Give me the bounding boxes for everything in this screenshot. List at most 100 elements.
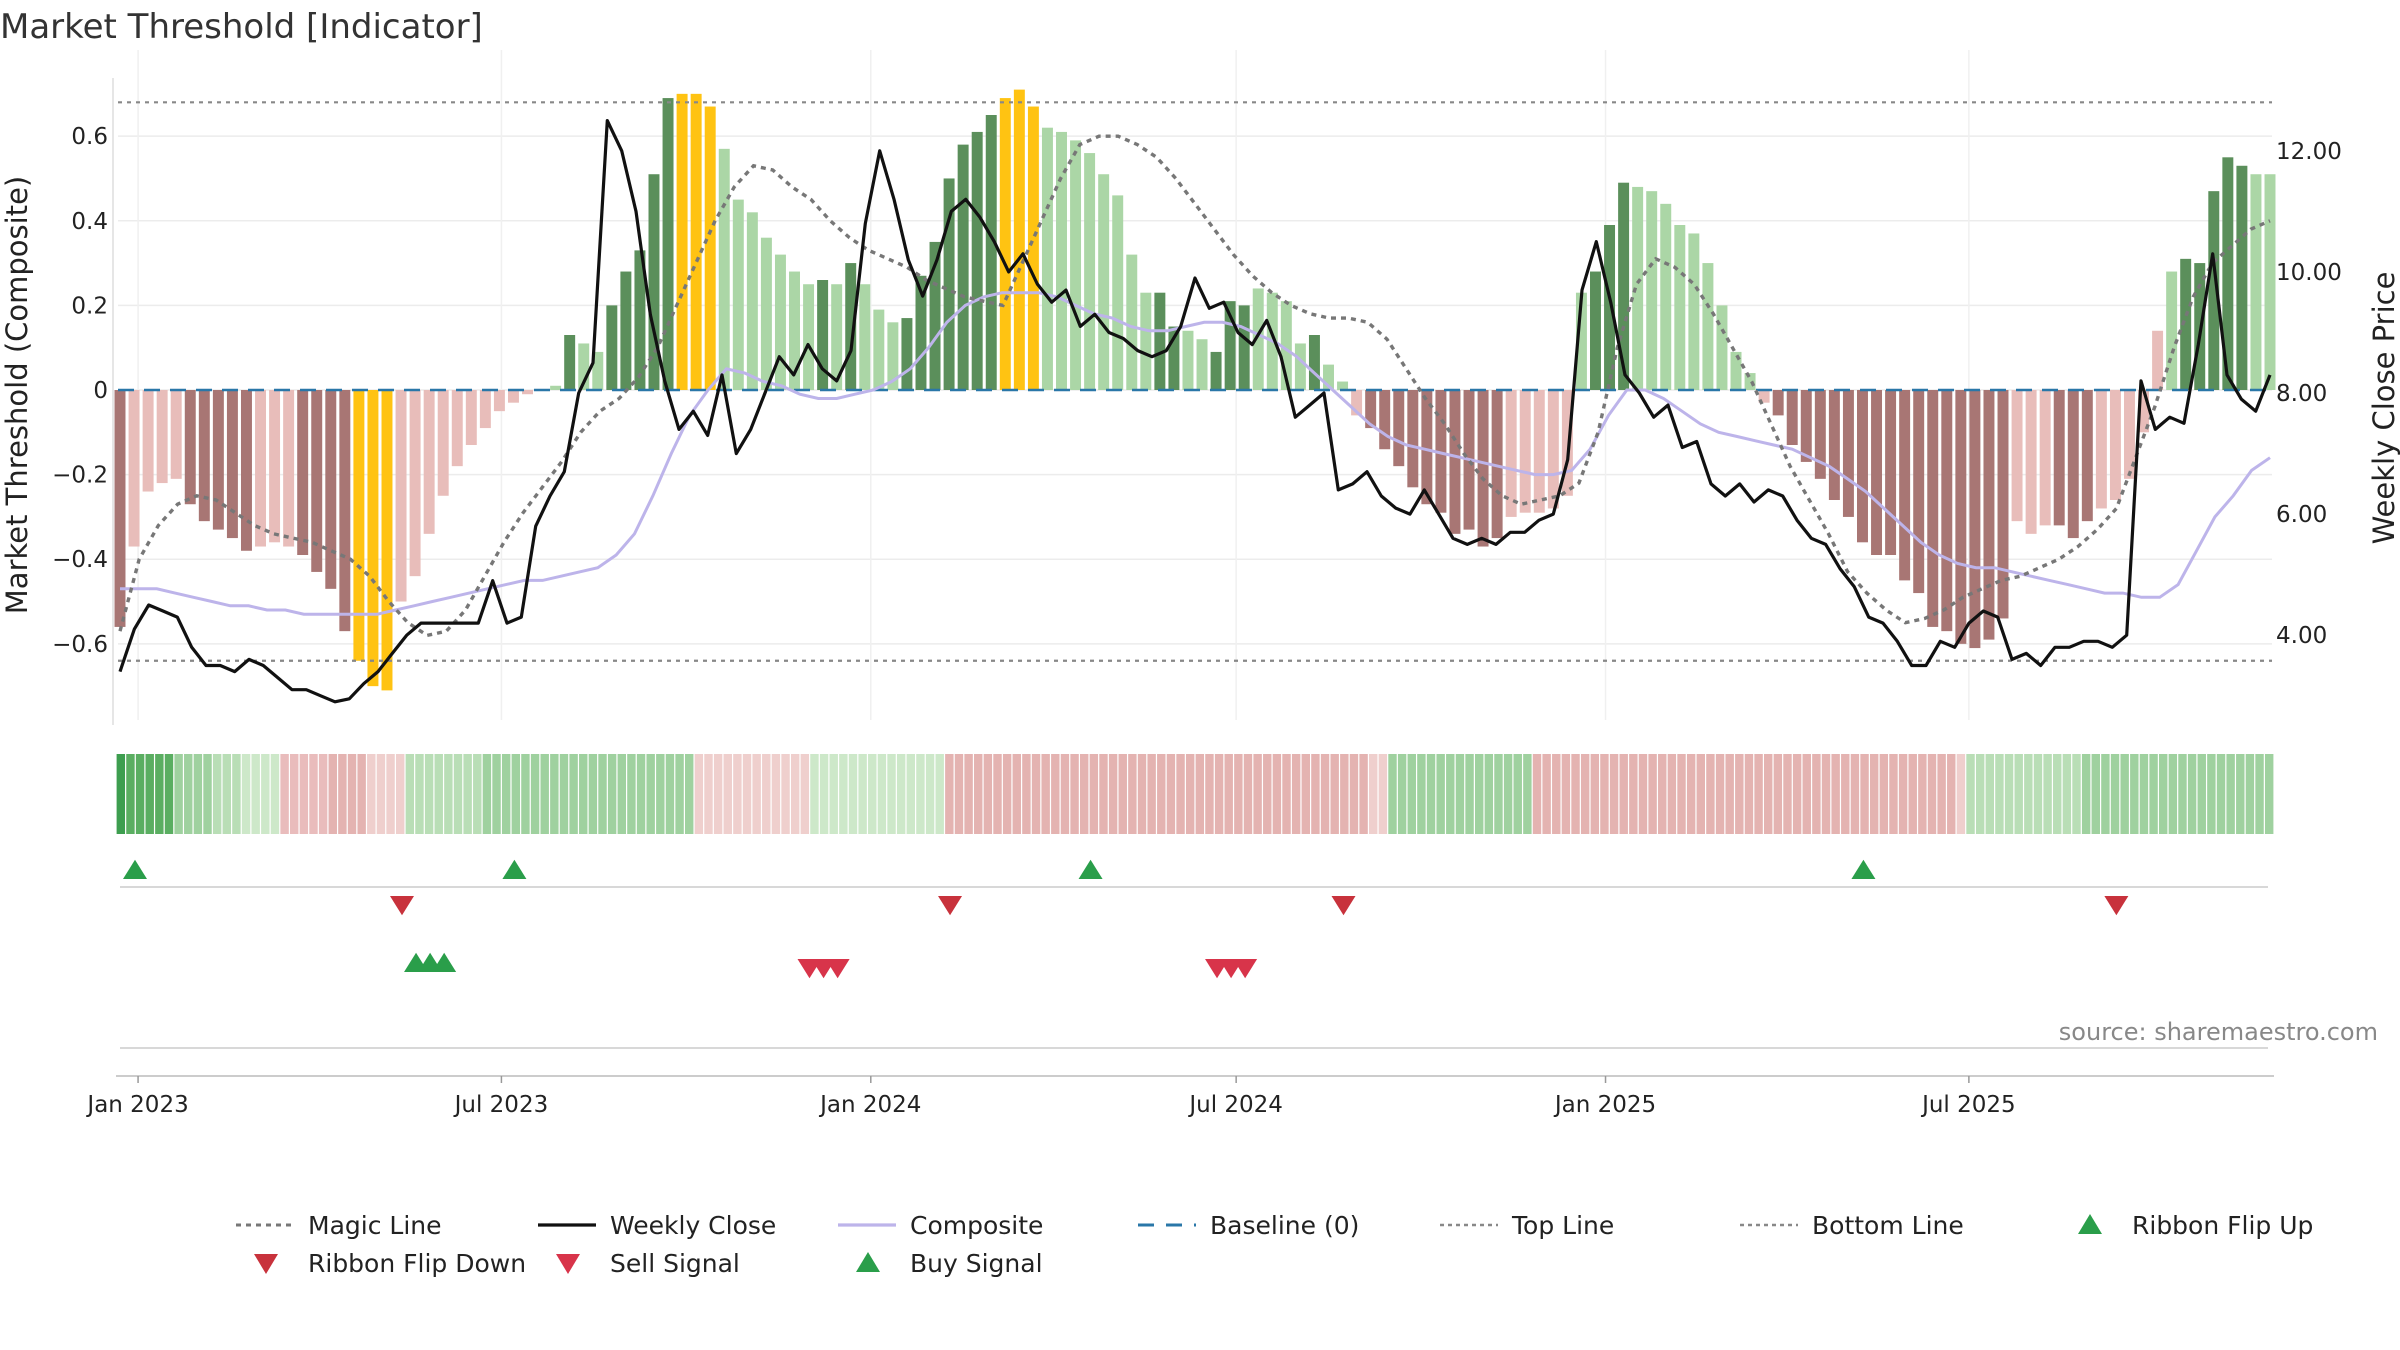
legend-label: Sell Signal bbox=[610, 1249, 740, 1278]
composite-bar bbox=[1477, 390, 1489, 547]
ribbon-cell bbox=[453, 754, 463, 834]
ribbon-cell bbox=[1060, 754, 1070, 834]
ribbon-cell bbox=[1561, 754, 1571, 834]
legend-marker bbox=[2078, 1214, 2102, 1234]
ribbon-cell bbox=[1388, 754, 1397, 834]
ribbon-cell bbox=[1243, 754, 1253, 834]
legend-label: Ribbon Flip Up bbox=[2132, 1211, 2313, 1240]
composite-bar bbox=[564, 335, 576, 390]
composite-bar bbox=[1435, 390, 1447, 513]
composite-bar bbox=[367, 390, 379, 687]
legend-marker bbox=[556, 1254, 580, 1274]
ribbon-flip-down-marker bbox=[389, 896, 414, 916]
ribbon-cell bbox=[752, 754, 761, 834]
ribbon-cell bbox=[1263, 754, 1272, 834]
y-tick-label: −0.6 bbox=[52, 632, 108, 658]
ribbon-cell bbox=[492, 754, 501, 834]
composite-bar bbox=[845, 263, 857, 390]
ribbon-cell bbox=[2014, 754, 2023, 834]
composite-bar bbox=[578, 343, 590, 390]
ribbon-cell bbox=[2101, 754, 2110, 834]
y2-tick-label: 6.00 bbox=[2276, 502, 2327, 528]
composite-bar bbox=[2109, 390, 2121, 500]
ribbon-cell bbox=[2033, 754, 2043, 834]
composite-bar bbox=[1857, 390, 1868, 543]
ribbon-cell bbox=[2004, 754, 2014, 834]
composite-bar bbox=[550, 385, 562, 390]
ribbon-cell bbox=[2024, 754, 2033, 834]
ribbon-cell bbox=[2120, 754, 2129, 834]
composite-bar bbox=[887, 322, 899, 390]
composite-bar bbox=[507, 390, 519, 403]
composite-bar bbox=[873, 309, 885, 390]
ribbon-cell bbox=[1523, 754, 1532, 834]
composite-bar bbox=[479, 390, 491, 429]
ribbon-cell bbox=[386, 754, 395, 834]
ribbon-cell bbox=[2139, 754, 2149, 834]
composite-bar bbox=[859, 284, 871, 390]
ribbon-cell bbox=[2062, 754, 2072, 834]
ribbon-cell bbox=[819, 754, 829, 834]
composite-bar bbox=[170, 390, 182, 479]
composite-bar bbox=[2053, 390, 2065, 526]
ribbon-cell bbox=[800, 754, 810, 834]
ribbon-cell bbox=[2043, 754, 2052, 834]
ribbon-cell bbox=[530, 754, 540, 834]
ribbon-cell bbox=[1099, 754, 1108, 834]
composite-bar bbox=[142, 390, 154, 492]
composite-bar bbox=[1084, 153, 1096, 390]
ribbon-cell bbox=[338, 754, 347, 834]
composite-bar bbox=[1758, 390, 1770, 403]
y-tick-label: 0.4 bbox=[71, 209, 108, 235]
ribbon-cell bbox=[232, 754, 241, 834]
ribbon-cell bbox=[762, 754, 771, 834]
composite-bar bbox=[2011, 390, 2023, 522]
ribbon-cell bbox=[1291, 754, 1301, 834]
composite-bar bbox=[1618, 182, 1630, 390]
composite-bar bbox=[1941, 390, 1953, 632]
composite-bar bbox=[1491, 390, 1503, 539]
ribbon-cell bbox=[1022, 754, 1031, 834]
ribbon-cell bbox=[1484, 754, 1494, 834]
composite-bar bbox=[718, 148, 730, 390]
composite-bar bbox=[620, 271, 632, 390]
ribbon-cell bbox=[1619, 754, 1628, 834]
ribbon-cell bbox=[2216, 754, 2226, 834]
composite-bar bbox=[2095, 390, 2107, 509]
composite-bar bbox=[1056, 131, 1067, 390]
composite-bar bbox=[662, 98, 674, 391]
ribbon-cell bbox=[135, 754, 145, 834]
ribbon-cell bbox=[174, 754, 183, 834]
ribbon-cell bbox=[1658, 754, 1667, 834]
composite-bar bbox=[1772, 390, 1784, 416]
composite-bar bbox=[943, 178, 955, 390]
ribbon-cell bbox=[1301, 754, 1311, 834]
composite-bar bbox=[1575, 292, 1587, 390]
composite-bar bbox=[423, 390, 435, 534]
sell-signal-marker bbox=[1233, 959, 1258, 979]
composite-bar bbox=[409, 390, 421, 577]
composite-bar bbox=[1702, 263, 1714, 390]
ribbon-cell bbox=[251, 754, 260, 834]
ribbon-cell bbox=[434, 754, 443, 834]
magic-line bbox=[118, 134, 2271, 638]
ribbon-cell bbox=[974, 754, 983, 834]
ribbon-cell bbox=[723, 754, 732, 834]
ribbon-cell bbox=[829, 754, 838, 834]
ribbon-cell bbox=[1677, 754, 1686, 834]
composite-bar bbox=[2152, 330, 2164, 390]
ribbon-cell bbox=[1185, 754, 1195, 834]
composite-bar bbox=[957, 144, 969, 390]
chart-title: Market Threshold [Indicator] bbox=[0, 7, 483, 47]
ribbon-cell bbox=[1031, 754, 1041, 834]
ribbon-cell bbox=[1792, 754, 1802, 834]
ribbon-cell bbox=[1975, 754, 1985, 834]
ribbon-cell bbox=[685, 754, 694, 834]
ribbon-cell bbox=[1590, 754, 1600, 834]
ribbon-cell bbox=[1465, 754, 1474, 834]
composite-bar bbox=[2025, 390, 2037, 534]
ribbon-cell bbox=[887, 754, 896, 834]
composite-bar bbox=[465, 390, 477, 445]
ribbon-cell bbox=[1889, 754, 1898, 834]
composite-bar bbox=[381, 390, 393, 691]
